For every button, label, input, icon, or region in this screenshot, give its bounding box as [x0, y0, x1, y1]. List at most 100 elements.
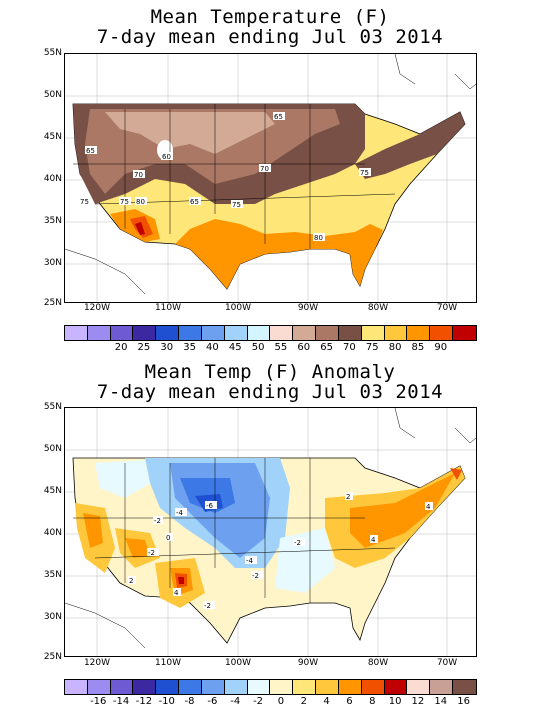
contour-label: -4 [246, 557, 254, 565]
top-lon-label: 90W [297, 303, 319, 313]
bottom-lat-label: 55N [43, 402, 62, 412]
colorbar-swatch [179, 680, 202, 694]
colorbar-swatch [270, 326, 294, 340]
colorbar-swatch [65, 326, 88, 340]
colorbar-label: 50 [251, 342, 265, 353]
contour-label: -2 [154, 517, 161, 525]
contour-label: 2 [346, 493, 350, 501]
colorbar-swatch [87, 326, 111, 340]
colorbar-swatch [224, 680, 248, 694]
contour-label: -2 [204, 602, 211, 610]
colorbar-label: 70 [343, 342, 356, 353]
top-lon-label: 100W [224, 303, 252, 313]
contour-label: 0 [166, 534, 170, 542]
contour-label: 75 [232, 201, 241, 209]
colorbar-label: 45 [228, 342, 242, 353]
contour-label: 4 [426, 503, 431, 511]
bottom-lon-label: 70W [436, 658, 458, 668]
colorbar-label: -8 [184, 696, 195, 707]
contour-label: 70 [134, 171, 143, 179]
contour-label: -4 [176, 509, 184, 517]
colorbar-swatch [384, 326, 408, 340]
colorbar-label: 2 [300, 696, 307, 707]
top-lon-label: 110W [154, 303, 182, 313]
colorbar-swatch [407, 680, 431, 694]
colorbar-swatch [270, 680, 294, 694]
contour-label: -6 [206, 502, 214, 510]
colorbar-swatch [133, 326, 157, 340]
top-lat-label: 45N [43, 132, 62, 142]
bottom-lat-label: 35N [43, 570, 62, 580]
contour-label: 75 [120, 198, 129, 206]
colorbar-label: 40 [206, 342, 219, 353]
colorbar-swatch [293, 326, 317, 340]
top-lon-label: 80W [367, 303, 389, 313]
top-lon-label: 70W [436, 303, 458, 313]
colorbar-label: 35 [183, 342, 196, 353]
contour-label: 80 [314, 234, 323, 242]
top-lat-label: 35N [43, 216, 62, 226]
contour-label: 2 [129, 577, 133, 585]
colorbar-label: 14 [434, 696, 448, 707]
colorbar-swatch [430, 680, 454, 694]
contour-label: 75 [360, 169, 369, 177]
top-lon-label: 120W [83, 303, 111, 313]
contour-label: -2 [148, 549, 155, 557]
colorbar-label: 80 [388, 342, 402, 353]
contour-label: 65 [190, 198, 199, 206]
colorbar-swatch [293, 680, 317, 694]
colorbar-label: 30 [160, 342, 174, 353]
colorbar-swatch [133, 680, 157, 694]
bottom-lat-label: 40N [43, 528, 62, 538]
colorbar-swatch [110, 680, 134, 694]
bottom-lon-label: 100W [224, 658, 252, 668]
bottom-lon-label: 110W [154, 658, 182, 668]
colorbar-label: -4 [230, 696, 241, 707]
contour-label: 4 [371, 536, 376, 544]
colorbar-label: -12 [135, 696, 153, 707]
colorbar-label: 16 [457, 696, 470, 707]
colorbar-label: 0 [277, 696, 285, 707]
bottom-colorbar [64, 679, 477, 695]
colorbar-label: 4 [323, 696, 330, 707]
colorbar-swatch [201, 680, 225, 694]
colorbar-label: -14 [112, 696, 130, 707]
bottom-lat-label: 30N [43, 612, 62, 622]
colorbar-label: 25 [137, 342, 151, 353]
bottom-title-line1: Mean Temp (F) Anomaly [144, 361, 396, 383]
colorbar-swatch [338, 326, 362, 340]
top-lat-label: 25N [43, 298, 62, 308]
colorbar-label: -6 [207, 696, 218, 707]
bottom-lon-label: 90W [297, 658, 319, 668]
bottom-lat-label: 25N [43, 652, 62, 662]
colorbar-label: -16 [90, 696, 107, 707]
contour-label: 4 [174, 589, 179, 597]
colorbar-label: 10 [388, 696, 402, 707]
contour-label: -2 [252, 572, 259, 580]
colorbar-swatch [156, 326, 180, 340]
colorbar-swatch [453, 680, 476, 694]
colorbar-swatch [338, 680, 362, 694]
bottom-lat-label: 45N [43, 486, 62, 496]
colorbar-swatch [65, 680, 88, 694]
top-colorbar [64, 325, 477, 341]
colorbar-swatch [247, 680, 271, 694]
colorbar-swatch [384, 680, 408, 694]
colorbar-label: 20 [114, 342, 128, 353]
top-lat-label: 50N [43, 90, 62, 100]
contour-label: 65 [274, 113, 283, 121]
bottom-lon-label: 80W [367, 658, 389, 668]
colorbar-label: 90 [434, 342, 448, 353]
colorbar-swatch [430, 326, 454, 340]
colorbar-swatch [201, 326, 225, 340]
colorbar-swatch [361, 680, 385, 694]
bottom-lat-label: 50N [43, 444, 62, 454]
colorbar-label: 8 [369, 696, 376, 707]
colorbar-swatch [407, 326, 431, 340]
colorbar-swatch [361, 326, 385, 340]
colorbar-label: 65 [320, 342, 333, 353]
bottom-anomaly-map: -6 -4 -2 -4 -2 0 2 -2 4 -2 -2 4 2 [64, 407, 477, 657]
colorbar-swatch [453, 326, 476, 340]
colorbar-label: 85 [411, 342, 425, 353]
top-title-line1: Mean Temperature (F) [150, 6, 390, 28]
